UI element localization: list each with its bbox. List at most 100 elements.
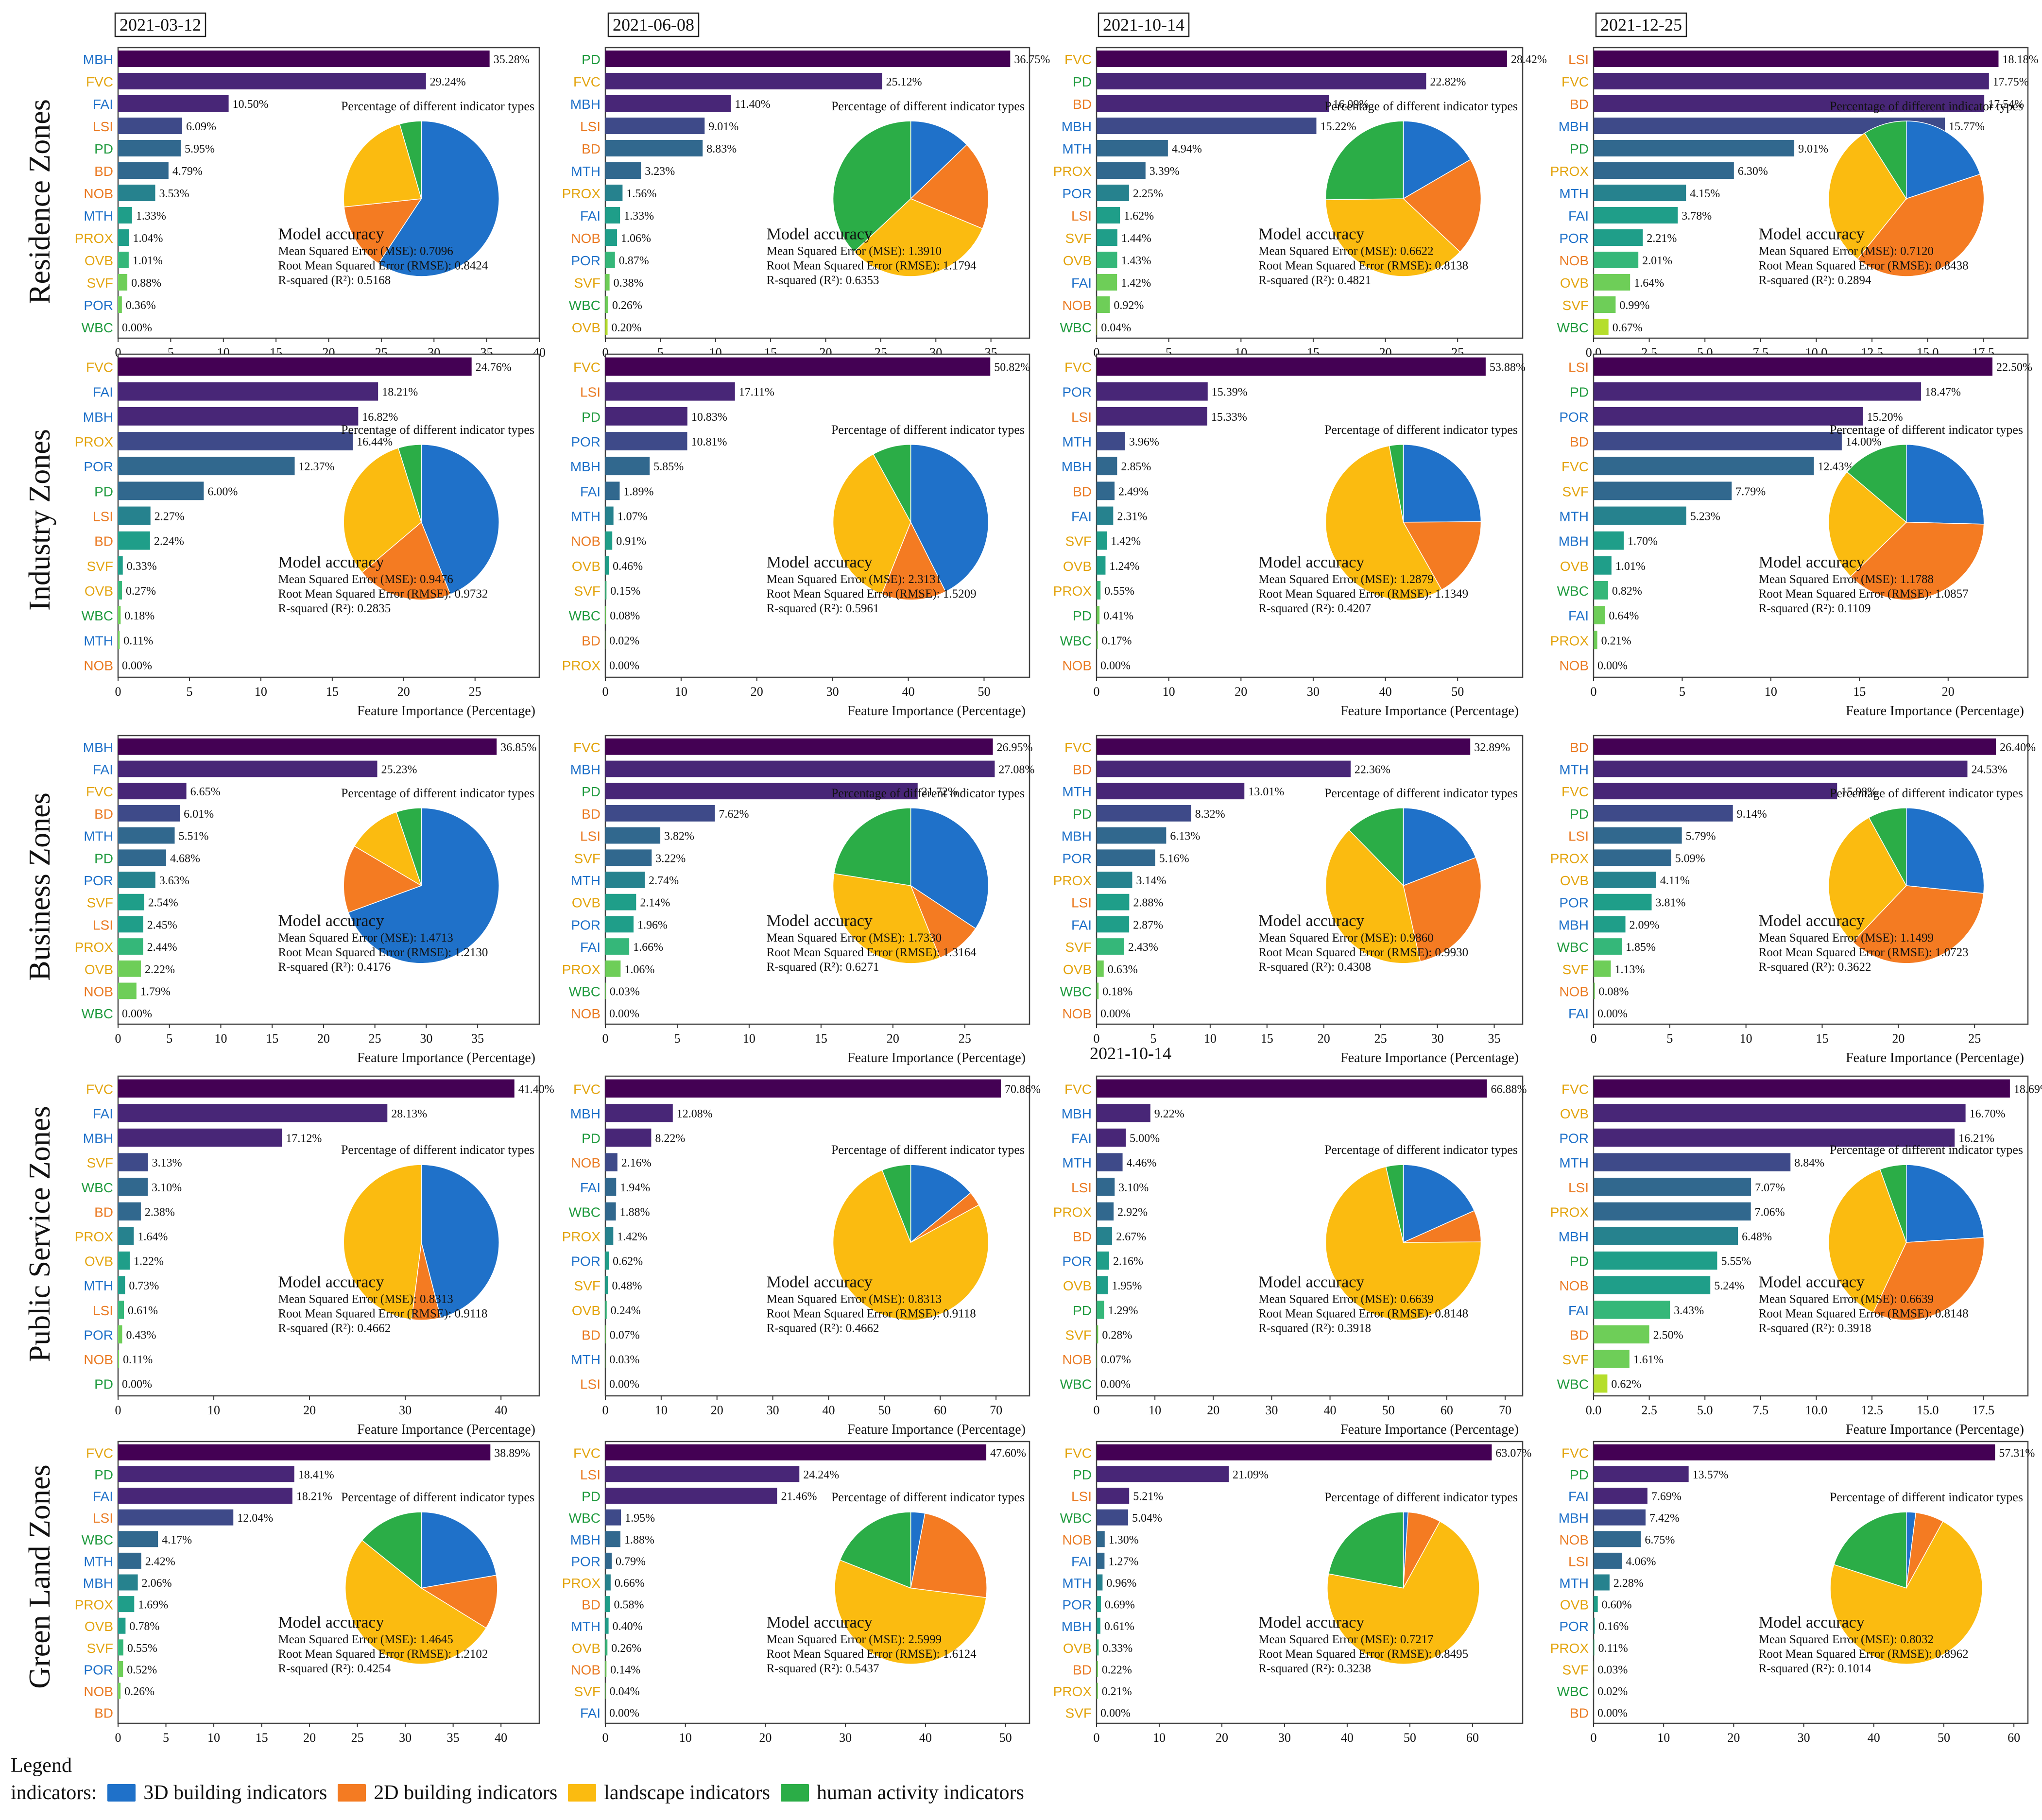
bar-label-ovb: OVB: [1560, 559, 1589, 574]
bar-value-svf: 2.54%: [148, 897, 178, 910]
bar-label-por: POR: [1559, 895, 1589, 910]
bar-fai: [1594, 1301, 1670, 1319]
bar-value-svf: 0.15%: [610, 585, 640, 598]
bar-label-fai: FAI: [1071, 917, 1092, 932]
bar-value-mbh: 2.06%: [142, 1577, 172, 1590]
mse-text: Mean Squared Error (MSE): 1.3910: [767, 245, 942, 258]
pie-slice-human-activity: [1348, 807, 1404, 887]
bar-label-prox: PROX: [1550, 164, 1589, 179]
panel-1-3: FVC 28.42% PD 22.82% BD 16.09% MBH 15.22% MTH 4.9…: [1053, 47, 1547, 379]
legend-label-3d: 3D building indicators: [143, 1782, 327, 1804]
bar-bd: [1097, 95, 1329, 112]
bar-label-prox: PROX: [562, 1576, 601, 1591]
bar-value-bd: 0.07%: [610, 1329, 640, 1341]
bar-value-wbc: 3.10%: [152, 1182, 182, 1194]
bar-value-nob: 3.53%: [159, 188, 189, 200]
bar-label-fvc: FVC: [573, 1082, 601, 1097]
x-tick-label: 40: [1868, 1731, 1880, 1745]
bar-label-ovb: OVB: [1063, 1641, 1092, 1656]
bar-svf: [1594, 1350, 1630, 1368]
bar-prox: [1594, 1202, 1751, 1221]
bar-label-ovb: OVB: [1560, 1106, 1589, 1121]
bar-por: [118, 1325, 122, 1344]
pie-slice-2d-building: [909, 884, 977, 959]
bar-value-mbh: 0.61%: [1104, 1620, 1134, 1633]
bar-label-por: POR: [84, 1327, 113, 1342]
bar-label-lsi: LSI: [1071, 208, 1092, 223]
bar-value-por: 2.21%: [1647, 232, 1677, 245]
bar-value-fai: 3.78%: [1682, 210, 1712, 223]
bar-value-nob: 0.11%: [123, 1354, 153, 1366]
rmse-text: Root Mean Squared Error (RMSE): 1.0723: [1759, 946, 1969, 959]
bar-svf: [118, 1639, 123, 1656]
bar-label-wbc: WBC: [1060, 984, 1092, 999]
bar-label-lsi: LSI: [1568, 360, 1589, 375]
bar-label-pd: PD: [94, 851, 113, 866]
x-tick-label: 0: [115, 1403, 121, 1417]
bar-value-fvc: 17.75%: [1993, 76, 2029, 88]
x-tick-label: 25: [369, 1031, 381, 1046]
bar-label-lsi: LSI: [580, 385, 601, 400]
x-tick-label: 70: [1499, 1403, 1511, 1417]
bar-value-ovb: 2.14%: [640, 897, 670, 910]
panel-2-3: FVC 53.88% POR 15.39% LSI 15.33% MTH 3.96% MBH 2.…: [1053, 353, 1526, 719]
bar-value-fai: 18.21%: [382, 386, 418, 399]
date-text: 2021-06-08: [613, 15, 694, 34]
bar-mbh: [1097, 1104, 1150, 1122]
bar-lsi: [1097, 1488, 1130, 1504]
x-tick-label: 0: [1591, 685, 1597, 699]
r2-text: R-squared (R²): 0.4308: [1258, 961, 1371, 974]
bar-value-fvc: 38.89%: [494, 1447, 530, 1459]
bar-value-por: 2.16%: [1113, 1255, 1143, 1268]
bar-value-lsi: 22.50%: [1996, 361, 2032, 374]
bar-label-fvc: FVC: [573, 740, 601, 755]
r2-text: R-squared (R²): 0.2894: [1759, 274, 1871, 287]
bar-label-mth: MTH: [1062, 1576, 1092, 1591]
bar-value-ovb: 0.26%: [611, 1642, 641, 1655]
pie-slice-human-activity: [832, 120, 911, 253]
bar-value-prox: 0.66%: [615, 1577, 645, 1590]
bar-label-bd: BD: [582, 633, 601, 648]
bar-bd: [118, 1202, 141, 1221]
pie-slice-human-activity: [839, 1511, 911, 1589]
bar-value-fvc: 41.40%: [518, 1083, 554, 1096]
bar-label-mbh: MBH: [570, 459, 601, 474]
bar-fvc: [1097, 738, 1471, 755]
bar-mth: [1097, 139, 1168, 157]
bar-value-mth: 1.33%: [136, 210, 166, 223]
pie-slice-landscape: [832, 453, 911, 595]
x-axis-label: Feature Importance (Percentage): [1846, 1422, 2024, 1437]
row-label-public-service-zones: Public Service Zones: [23, 1106, 56, 1362]
bar-label-mbh: MBH: [1559, 119, 1589, 134]
bar-ovb: [1594, 1104, 1966, 1122]
bar-wbc: [605, 606, 606, 625]
bar-fvc: [1594, 783, 1837, 800]
bar-label-prox: PROX: [1550, 851, 1589, 866]
rmse-text: Root Mean Squared Error (RMSE): 0.8148: [1258, 1307, 1468, 1320]
pie-slice-landscape: [1327, 1521, 1480, 1665]
bar-prox: [1594, 849, 1671, 866]
bar-wbc: [605, 296, 608, 313]
r2-text: R-squared (R²): 0.4662: [278, 1322, 391, 1335]
bar-value-fai: 1.89%: [623, 485, 653, 498]
x-tick-label: 15: [815, 1031, 827, 1046]
bar-label-mth: MTH: [84, 1278, 113, 1293]
pie-slice-human-activity: [1833, 1511, 1907, 1589]
bar-wbc: [1594, 318, 1609, 336]
bar-value-wbc: 0.00%: [1100, 1378, 1131, 1391]
bar-value-ovb: 0.27%: [126, 585, 156, 598]
bar-mbh: [1594, 1509, 1646, 1526]
bar-value-prox: 6.30%: [1738, 165, 1768, 178]
bar-label-ovb: OVB: [1063, 559, 1092, 574]
x-tick-label: 20: [1216, 1731, 1228, 1745]
bar-value-ovb: 4.11%: [1660, 875, 1690, 887]
bar-label-ovb: OVB: [85, 253, 113, 268]
bar-value-prox: 2.92%: [1117, 1206, 1148, 1219]
x-tick-label: 30: [1307, 685, 1320, 699]
pie-slice-landscape: [343, 447, 422, 573]
bar-value-prox: 0.00%: [609, 659, 639, 672]
bar-nob: [1594, 251, 1639, 269]
bar-label-lsi: LSI: [93, 1511, 113, 1526]
bar-value-mbh: 36.85%: [500, 741, 536, 754]
mse-text: Mean Squared Error (MSE): 1.1499: [1759, 931, 1934, 944]
